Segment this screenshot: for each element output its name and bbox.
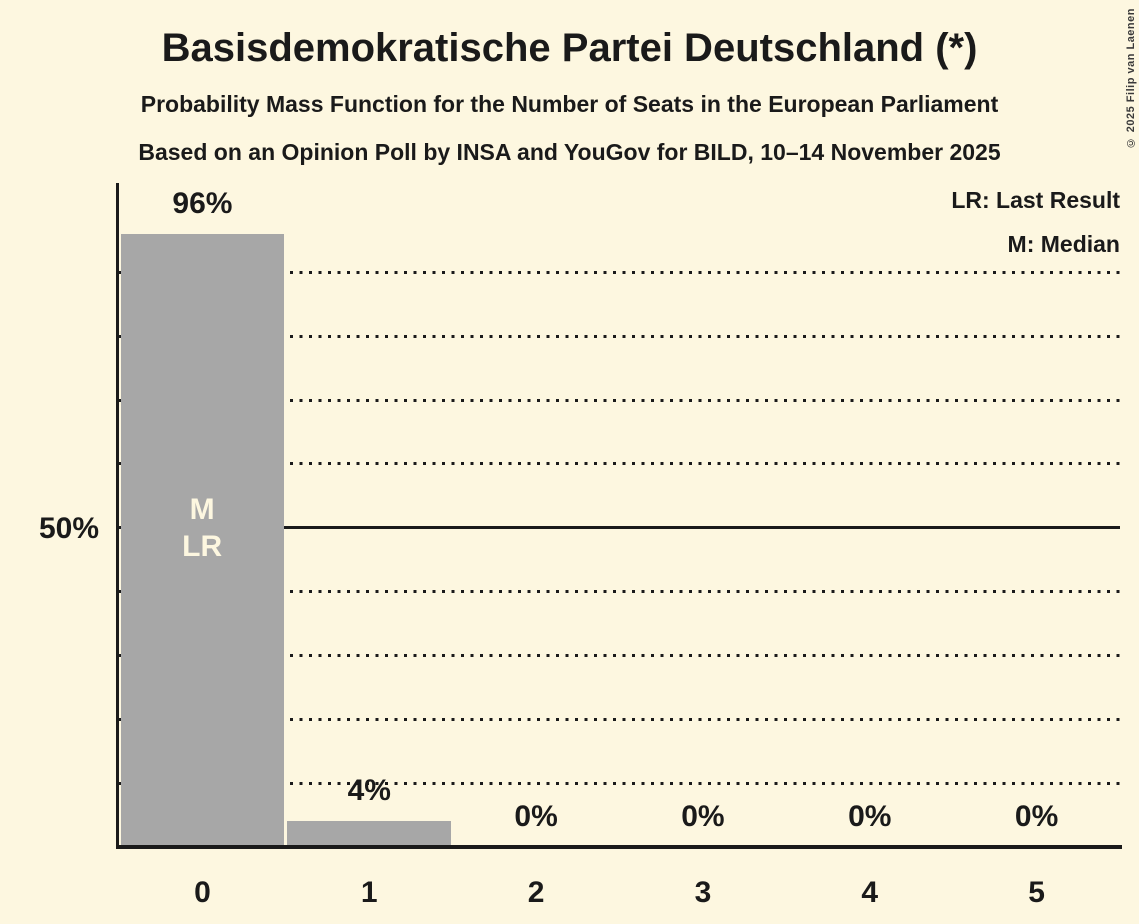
value-label-seats-4: 0% (848, 800, 892, 833)
x-tick-label-3: 3 (694, 876, 712, 909)
x-tick-label-5: 5 (1028, 876, 1045, 909)
y-axis-line (116, 183, 119, 849)
x-tick-label-0: 0 (194, 876, 211, 909)
gridline-30-percent (119, 653, 1120, 657)
x-tick-label-1: 1 (360, 876, 378, 909)
gridline-40-percent (119, 590, 1120, 594)
median-marker: M (189, 493, 215, 527)
value-label-seats-5: 0% (1014, 800, 1059, 833)
last-result-marker: LR (182, 530, 223, 564)
bar-seats-0: M LR (120, 234, 284, 847)
chart-source-line: Based on an Opinion Poll by INSA and You… (138, 139, 1001, 165)
plot-area: M LR 96% 4% 0% 0% 0% 0% (119, 183, 1120, 847)
legend-median-label: M: Median (1007, 231, 1120, 257)
chart-subtitle: Probability Mass Function for the Number… (140, 91, 999, 117)
legend-last-result-label: LR: Last Result (951, 187, 1120, 213)
gridline-70-percent (119, 398, 1120, 402)
value-label-seats-3: 0% (681, 800, 725, 833)
value-label-seats-0: 96% (172, 187, 233, 221)
gridline-20-percent (119, 717, 1120, 721)
gridline-90-percent (119, 270, 1120, 274)
x-tick-label-4: 4 (861, 876, 879, 909)
x-tick-label-2: 2 (527, 876, 545, 909)
gridline-60-percent (119, 462, 1120, 466)
chart-title: Basisdemokratische Partei Deutschland (*… (161, 26, 978, 70)
value-label-seats-1: 4% (347, 774, 391, 808)
gridline-50-percent (119, 526, 1120, 530)
bar-seats-1 (287, 821, 451, 847)
gridline-10-percent (119, 781, 1120, 785)
x-axis-line (116, 845, 1122, 849)
copyright-notice: © 2025 Filip van Laenen (1125, 8, 1137, 149)
gridline-80-percent (119, 334, 1120, 338)
value-label-seats-2: 0% (514, 800, 558, 833)
median-last-result-annotation: M LR (121, 491, 284, 565)
chart-legend: LR: Last Result M: Median (951, 178, 1120, 266)
x-axis-tick-labels: 0 1 2 3 4 5 (119, 873, 1120, 913)
y-axis-50-percent-label: 50% (38, 512, 99, 545)
